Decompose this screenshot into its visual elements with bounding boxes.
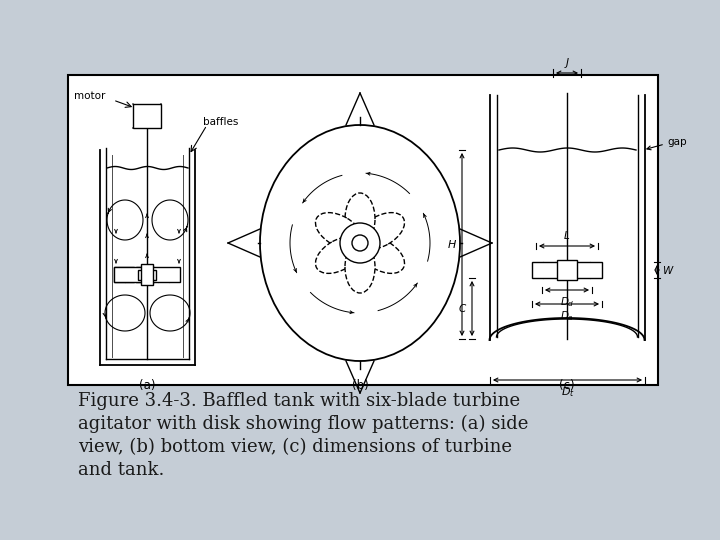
Ellipse shape — [345, 241, 375, 293]
Text: $D_t$: $D_t$ — [561, 385, 575, 399]
Bar — [133, 104, 161, 128]
Ellipse shape — [345, 193, 375, 245]
Bar — [532, 262, 602, 278]
Text: view, (b) bottom view, (c) dimensions of turbine: view, (b) bottom view, (c) dimensions of… — [78, 438, 512, 456]
Bar — [557, 260, 577, 280]
Ellipse shape — [357, 213, 405, 249]
Bar — [68, 75, 658, 385]
Bar — [114, 267, 134, 282]
Text: $H$: $H$ — [447, 239, 457, 251]
Text: motor: motor — [73, 91, 105, 101]
Text: (b): (b) — [351, 379, 369, 392]
Text: and tank.: and tank. — [78, 461, 164, 479]
Text: J: J — [565, 58, 569, 68]
Circle shape — [352, 235, 368, 251]
Ellipse shape — [315, 213, 363, 249]
Text: (a): (a) — [139, 379, 156, 392]
Circle shape — [340, 223, 380, 263]
Text: Figure 3.4-3. Baffled tank with six-blade turbine: Figure 3.4-3. Baffled tank with six-blad… — [78, 392, 520, 410]
Text: $D_a$: $D_a$ — [560, 309, 574, 323]
Ellipse shape — [357, 237, 405, 273]
Text: $D_d$: $D_d$ — [559, 295, 575, 309]
Text: (c): (c) — [559, 379, 575, 392]
Text: gap: gap — [667, 137, 687, 147]
Bar — [136, 267, 154, 282]
Text: baffles: baffles — [203, 117, 238, 127]
Text: $L$: $L$ — [564, 229, 570, 241]
Text: $C$: $C$ — [458, 302, 467, 314]
Bar — [141, 264, 153, 285]
Ellipse shape — [260, 125, 460, 361]
Bar — [138, 270, 156, 280]
Text: agitator with disk showing flow patterns: (a) side: agitator with disk showing flow patterns… — [78, 415, 528, 433]
Text: $W$: $W$ — [662, 264, 675, 276]
Ellipse shape — [315, 237, 363, 273]
Bar — [114, 267, 180, 282]
